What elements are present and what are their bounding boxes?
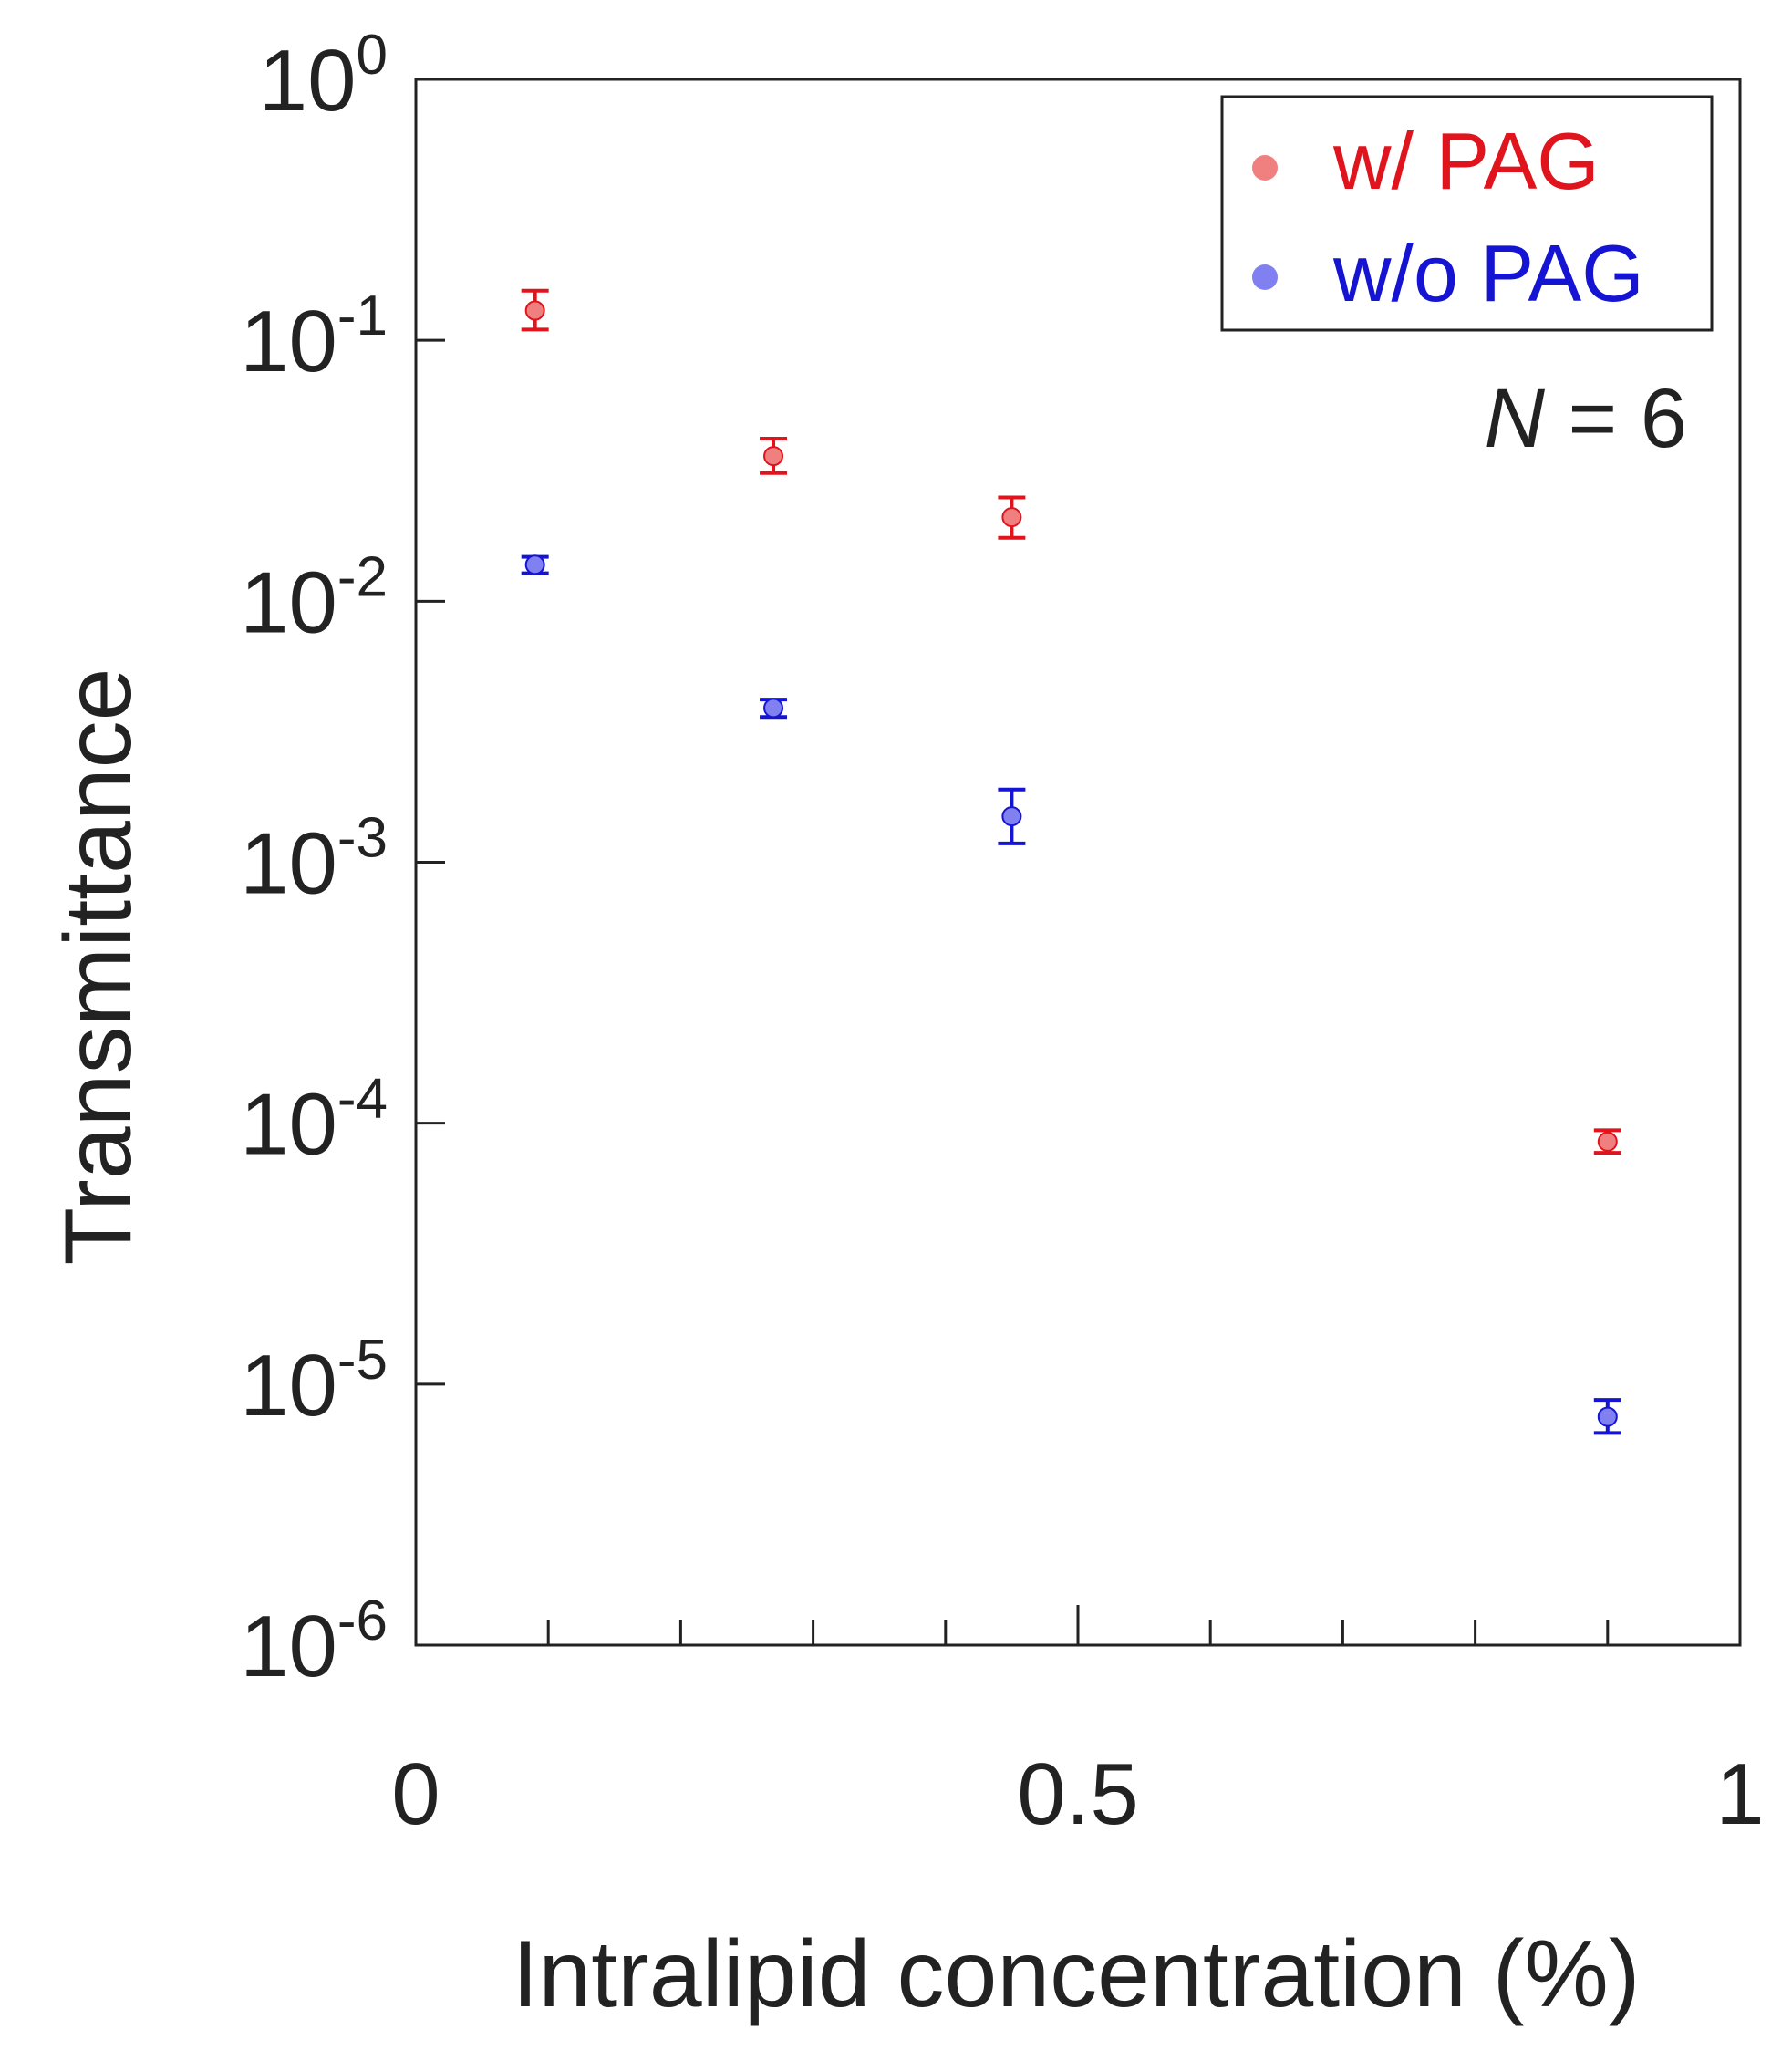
y-tick-exponent: -3 [337, 807, 388, 870]
point-w-pag [1001, 507, 1022, 528]
error-bars [521, 288, 1621, 1435]
x-tick-label: 1 [1715, 1745, 1764, 1843]
data-points [524, 300, 1618, 1427]
y-tick-base: 10 [240, 1076, 337, 1174]
y-tick-base: 10 [240, 1598, 337, 1695]
y-tick-label: 10-3 [240, 807, 388, 913]
y-tick-exponent: -1 [337, 285, 388, 347]
y-tick-base: 10 [240, 554, 337, 651]
x-tick-label: 0 [391, 1745, 440, 1843]
y-tick-exponent: -6 [337, 1589, 388, 1652]
y-tick-exponent: -4 [337, 1068, 388, 1131]
y-tick-label: 10-5 [240, 1329, 388, 1434]
point-w-pag [763, 446, 784, 467]
y-tick-label: 10-6 [240, 1589, 388, 1695]
y-tick-exponent: -5 [337, 1329, 388, 1392]
x-axis-label: Intralipid concentration (%) [512, 1921, 1640, 2027]
x-minor-ticks [546, 1620, 1610, 1645]
legend-box [1220, 95, 1714, 332]
y-tick-label: 100 [259, 24, 388, 129]
point-w-o-pag [763, 698, 784, 719]
point-w-pag [524, 300, 545, 321]
y-tick-exponent: -2 [337, 545, 388, 608]
legend-marker-w-o-pag [1252, 264, 1278, 290]
y-tick-label: 10-1 [240, 285, 388, 390]
y-tick-base: 10 [259, 32, 357, 129]
y-tick-base: 10 [240, 1337, 337, 1434]
legend: w/ PAG w/o PAG [1220, 95, 1714, 332]
point-w-pag [1597, 1131, 1618, 1152]
y-axis-label: Transmittance [46, 668, 151, 1265]
x-tick-labels: 0 0.5 1 [391, 1605, 1765, 1843]
point-w-o-pag [524, 554, 545, 575]
legend-label-w-o-pag: w/o PAG [1332, 228, 1644, 318]
y-tick-base: 10 [240, 293, 337, 390]
point-w-o-pag [1001, 806, 1022, 827]
x-tick-label: 0.5 [1017, 1745, 1138, 1843]
y-tick-base: 10 [240, 815, 337, 913]
legend-marker-w-pag [1252, 155, 1278, 181]
point-w-o-pag [1597, 1406, 1618, 1427]
y-tick-label: 10-2 [240, 545, 388, 651]
legend-label-w-pag: w/ PAG [1332, 116, 1600, 206]
y-tick-label: 10-4 [240, 1068, 388, 1174]
y-tick-exponent: 0 [357, 24, 388, 87]
sample-size-value: = 6 [1545, 372, 1687, 465]
sample-size-symbol: N [1485, 372, 1546, 465]
sample-size-annotation: N = 6 [1485, 372, 1687, 465]
